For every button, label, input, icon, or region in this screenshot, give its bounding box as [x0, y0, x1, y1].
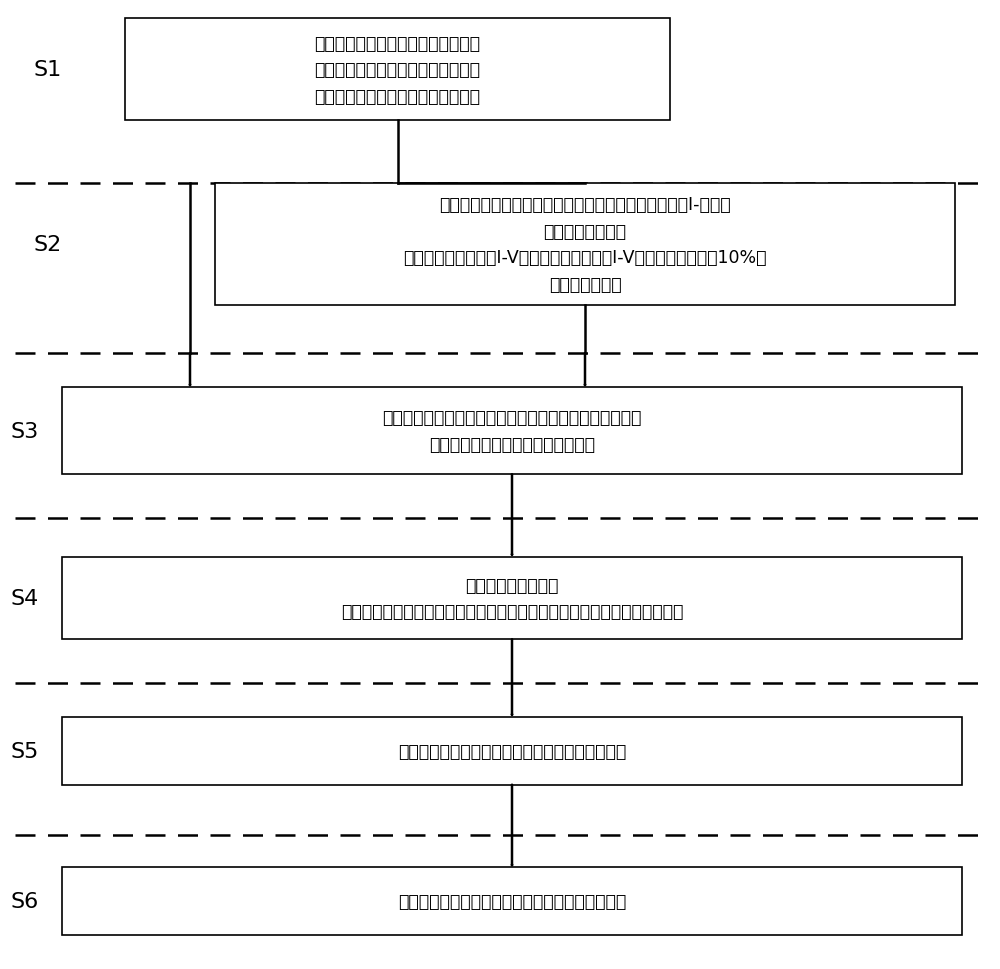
Bar [215, 184, 955, 305]
Text: 设置注入离子时间，
根据注入离子机的电压、离子束电流和注入离子时间对注入离子机进行设置: 设置注入离子时间， 根据注入离子机的电压、离子束电流和注入离子时间对注入离子机进… [341, 577, 683, 620]
Text: 采用注入离子机对倒置三结太阳电池进行离子注入: 采用注入离子机对倒置三结太阳电池进行离子注入 [398, 742, 626, 760]
Text: 对完成离子注入的倒置三结太阳电池进行退火处理: 对完成离子注入的倒置三结太阳电池进行退火处理 [398, 892, 626, 910]
Text: 根据注入离子的离子能量和射程信息，以及注入离子量，
计算注入离子机的电压和离子束电流: 根据注入离子的离子能量和射程信息，以及注入离子量， 计算注入离子机的电压和离子束… [382, 409, 642, 453]
Bar [125, 19, 670, 121]
Bar [62, 557, 962, 640]
Text: S5: S5 [11, 741, 39, 761]
Text: 根据倒置三结太阳电池的结构参数，
向倒置三结太阳电池模拟注入离子，
获得注入离子的离子能量和射程信息: 根据倒置三结太阳电池的结构参数， 向倒置三结太阳电池模拟注入离子， 获得注入离子… [314, 35, 480, 106]
Bar [62, 867, 962, 935]
Text: S3: S3 [11, 422, 39, 441]
Text: S6: S6 [11, 891, 39, 911]
Bar [62, 388, 962, 475]
Text: S4: S4 [11, 588, 39, 609]
Text: S2: S2 [34, 234, 62, 255]
Text: 模拟未注入离子和模拟注入离子后倒置三结太阳电池的I-特性，
改变注入离子量，
使模拟注入离子后的I-V特性与未注入离子的I-V特性的变化量小于10%，
记录注入: 模拟未注入离子和模拟注入离子后倒置三结太阳电池的I-特性， 改变注入离子量， 使… [403, 196, 767, 294]
Text: S1: S1 [34, 60, 62, 80]
Bar [62, 717, 962, 785]
